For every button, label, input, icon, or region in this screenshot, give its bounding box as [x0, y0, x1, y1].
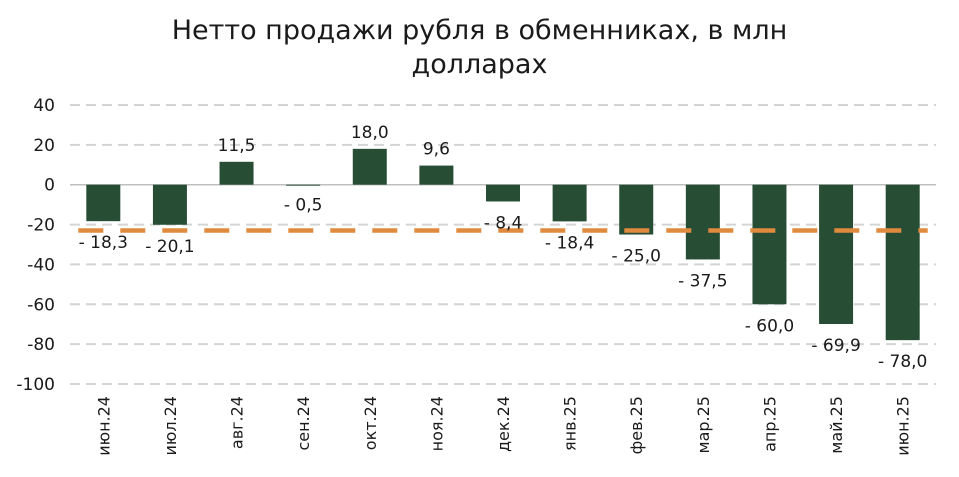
- x-tick-label: фев.25: [627, 396, 646, 454]
- x-tick-label: авг.24: [228, 396, 247, 449]
- bar: [819, 184, 854, 325]
- x-tick-label: май.25: [827, 396, 846, 454]
- chart-title-line-2: долларах: [411, 49, 548, 80]
- bar: [552, 184, 587, 222]
- x-tick-label: июн.24: [94, 396, 113, 456]
- data-label: - 8,4: [484, 213, 523, 233]
- y-tick-label: -80: [27, 335, 55, 355]
- y-tick-label: -100: [16, 375, 55, 395]
- data-label: 11,5: [218, 136, 256, 156]
- x-tick-label: июн.25: [894, 396, 913, 456]
- x-axis-ticks: июн.24 июл.24 авг.24 сен.24 окт.24 ноя.24 дек.…: [94, 396, 912, 456]
- bar: [86, 184, 121, 222]
- bar: [685, 184, 720, 260]
- bar: [885, 184, 920, 341]
- data-label: - 69,9: [811, 336, 860, 356]
- x-tick-label: сен.24: [294, 396, 313, 451]
- x-tick-label: апр.25: [760, 396, 779, 452]
- bar: [752, 184, 787, 305]
- data-label: - 18,3: [79, 233, 128, 253]
- chart-title-line-1: Нетто продажи рубля в обменниках, в млн: [171, 15, 788, 46]
- x-tick-label: ноя.24: [427, 396, 446, 451]
- y-tick-label: 40: [33, 96, 55, 116]
- bars: [86, 148, 920, 341]
- data-label: - 18,4: [545, 233, 594, 253]
- y-axis-ticks: 40 20 0 -20 -40 -60 -80 -100: [16, 96, 55, 395]
- y-tick-label: -20: [27, 216, 55, 236]
- x-tick-label: июл.24: [161, 396, 180, 456]
- y-tick-label: 20: [33, 136, 55, 156]
- x-tick-label: янв.25: [561, 396, 580, 451]
- x-tick-label: мар.25: [694, 396, 713, 453]
- bar: [419, 165, 454, 185]
- chart-title: Нетто продажи рубля в обменниках, в млн …: [0, 14, 959, 82]
- bar: [352, 148, 387, 185]
- data-label: - 0,5: [284, 196, 323, 216]
- x-tick-label: окт.24: [361, 396, 380, 450]
- gridlines: [70, 104, 936, 385]
- data-label: - 25,0: [612, 247, 661, 267]
- data-label: - 60,0: [745, 316, 794, 336]
- data-label: - 78,0: [878, 352, 927, 372]
- bar: [286, 184, 321, 186]
- data-label: - 20,1: [145, 237, 194, 257]
- data-label: 18,0: [351, 123, 389, 143]
- x-tick-label: дек.24: [494, 396, 513, 452]
- y-tick-label: -60: [27, 295, 55, 315]
- data-label: 9,6: [423, 140, 450, 160]
- bar: [619, 184, 654, 235]
- y-tick-label: 0: [44, 176, 55, 196]
- bar: [152, 184, 187, 225]
- data-labels: - 18,3- 20,111,5- 0,518,09,6- 8,4- 18,4-…: [79, 123, 928, 372]
- bar: [486, 184, 520, 202]
- y-tick-label: -40: [27, 255, 55, 275]
- bar: [219, 161, 254, 185]
- data-label: - 37,5: [678, 271, 727, 291]
